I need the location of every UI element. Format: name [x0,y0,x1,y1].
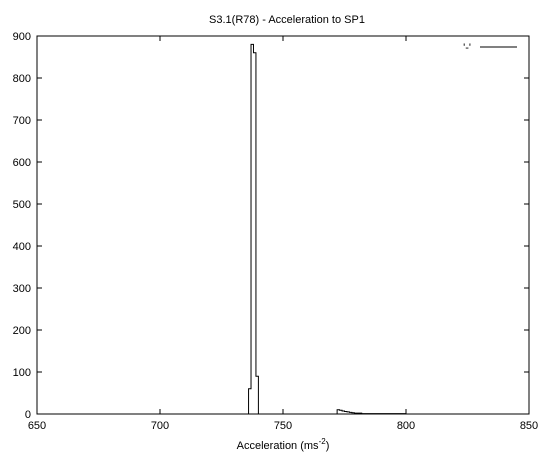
x-axis: 650 700 750 800 850 [28,36,538,432]
y-tick-label: 300 [13,283,31,295]
x-tick-label: 750 [274,420,292,432]
y-tick-label: 900 [13,31,31,43]
y-tick-label: 400 [13,241,31,253]
series-line [246,43,529,415]
y-tick-label: 500 [13,199,31,211]
y-tick-label: 100 [13,367,31,379]
x-axis-label-superscript: -2 [319,437,327,446]
legend: '-' [463,42,517,54]
x-tick-label: 650 [28,420,46,432]
x-tick-label: 800 [397,420,415,432]
y-tick-label: 200 [13,325,31,337]
y-tick-label: 800 [13,73,31,85]
chart-title: S3.1(R78) - Acceleration to SP1 [209,14,365,26]
x-tick-label: 850 [520,420,538,432]
x-axis-label-suffix: ) [326,440,330,452]
y-axis: 0 100 200 300 400 500 600 700 800 900 [13,31,529,421]
legend-label: '-' [463,42,471,54]
plot-area-frame [36,35,530,415]
y-tick-label: 700 [13,115,31,127]
x-axis-label: Acceleration (ms-2) [237,437,330,452]
y-tick-label: 0 [25,409,31,421]
y-tick-label: 600 [13,157,31,169]
x-axis-label-main: Acceleration (ms [237,440,319,452]
x-tick-label: 700 [151,420,169,432]
